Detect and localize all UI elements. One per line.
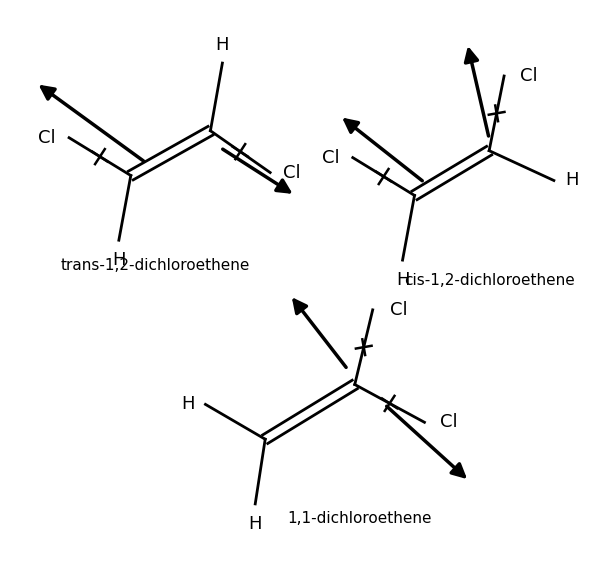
Text: Cl: Cl [439,413,457,431]
Text: trans-1,2-dichloroethene: trans-1,2-dichloroethene [61,257,251,273]
Text: H: H [112,251,126,269]
Text: 1,1-dichloroethene: 1,1-dichloroethene [288,511,432,526]
Text: Cl: Cl [38,128,56,147]
Text: H: H [565,172,579,190]
Text: cis-1,2-dichloroethene: cis-1,2-dichloroethene [404,273,574,287]
Text: Cl: Cl [284,164,301,182]
Text: Cl: Cl [390,301,408,319]
Text: H: H [396,271,409,289]
Text: Cl: Cl [322,149,340,167]
Text: Cl: Cl [520,67,538,85]
Text: H: H [249,515,262,533]
Text: H: H [181,396,194,413]
Text: H: H [216,36,229,54]
